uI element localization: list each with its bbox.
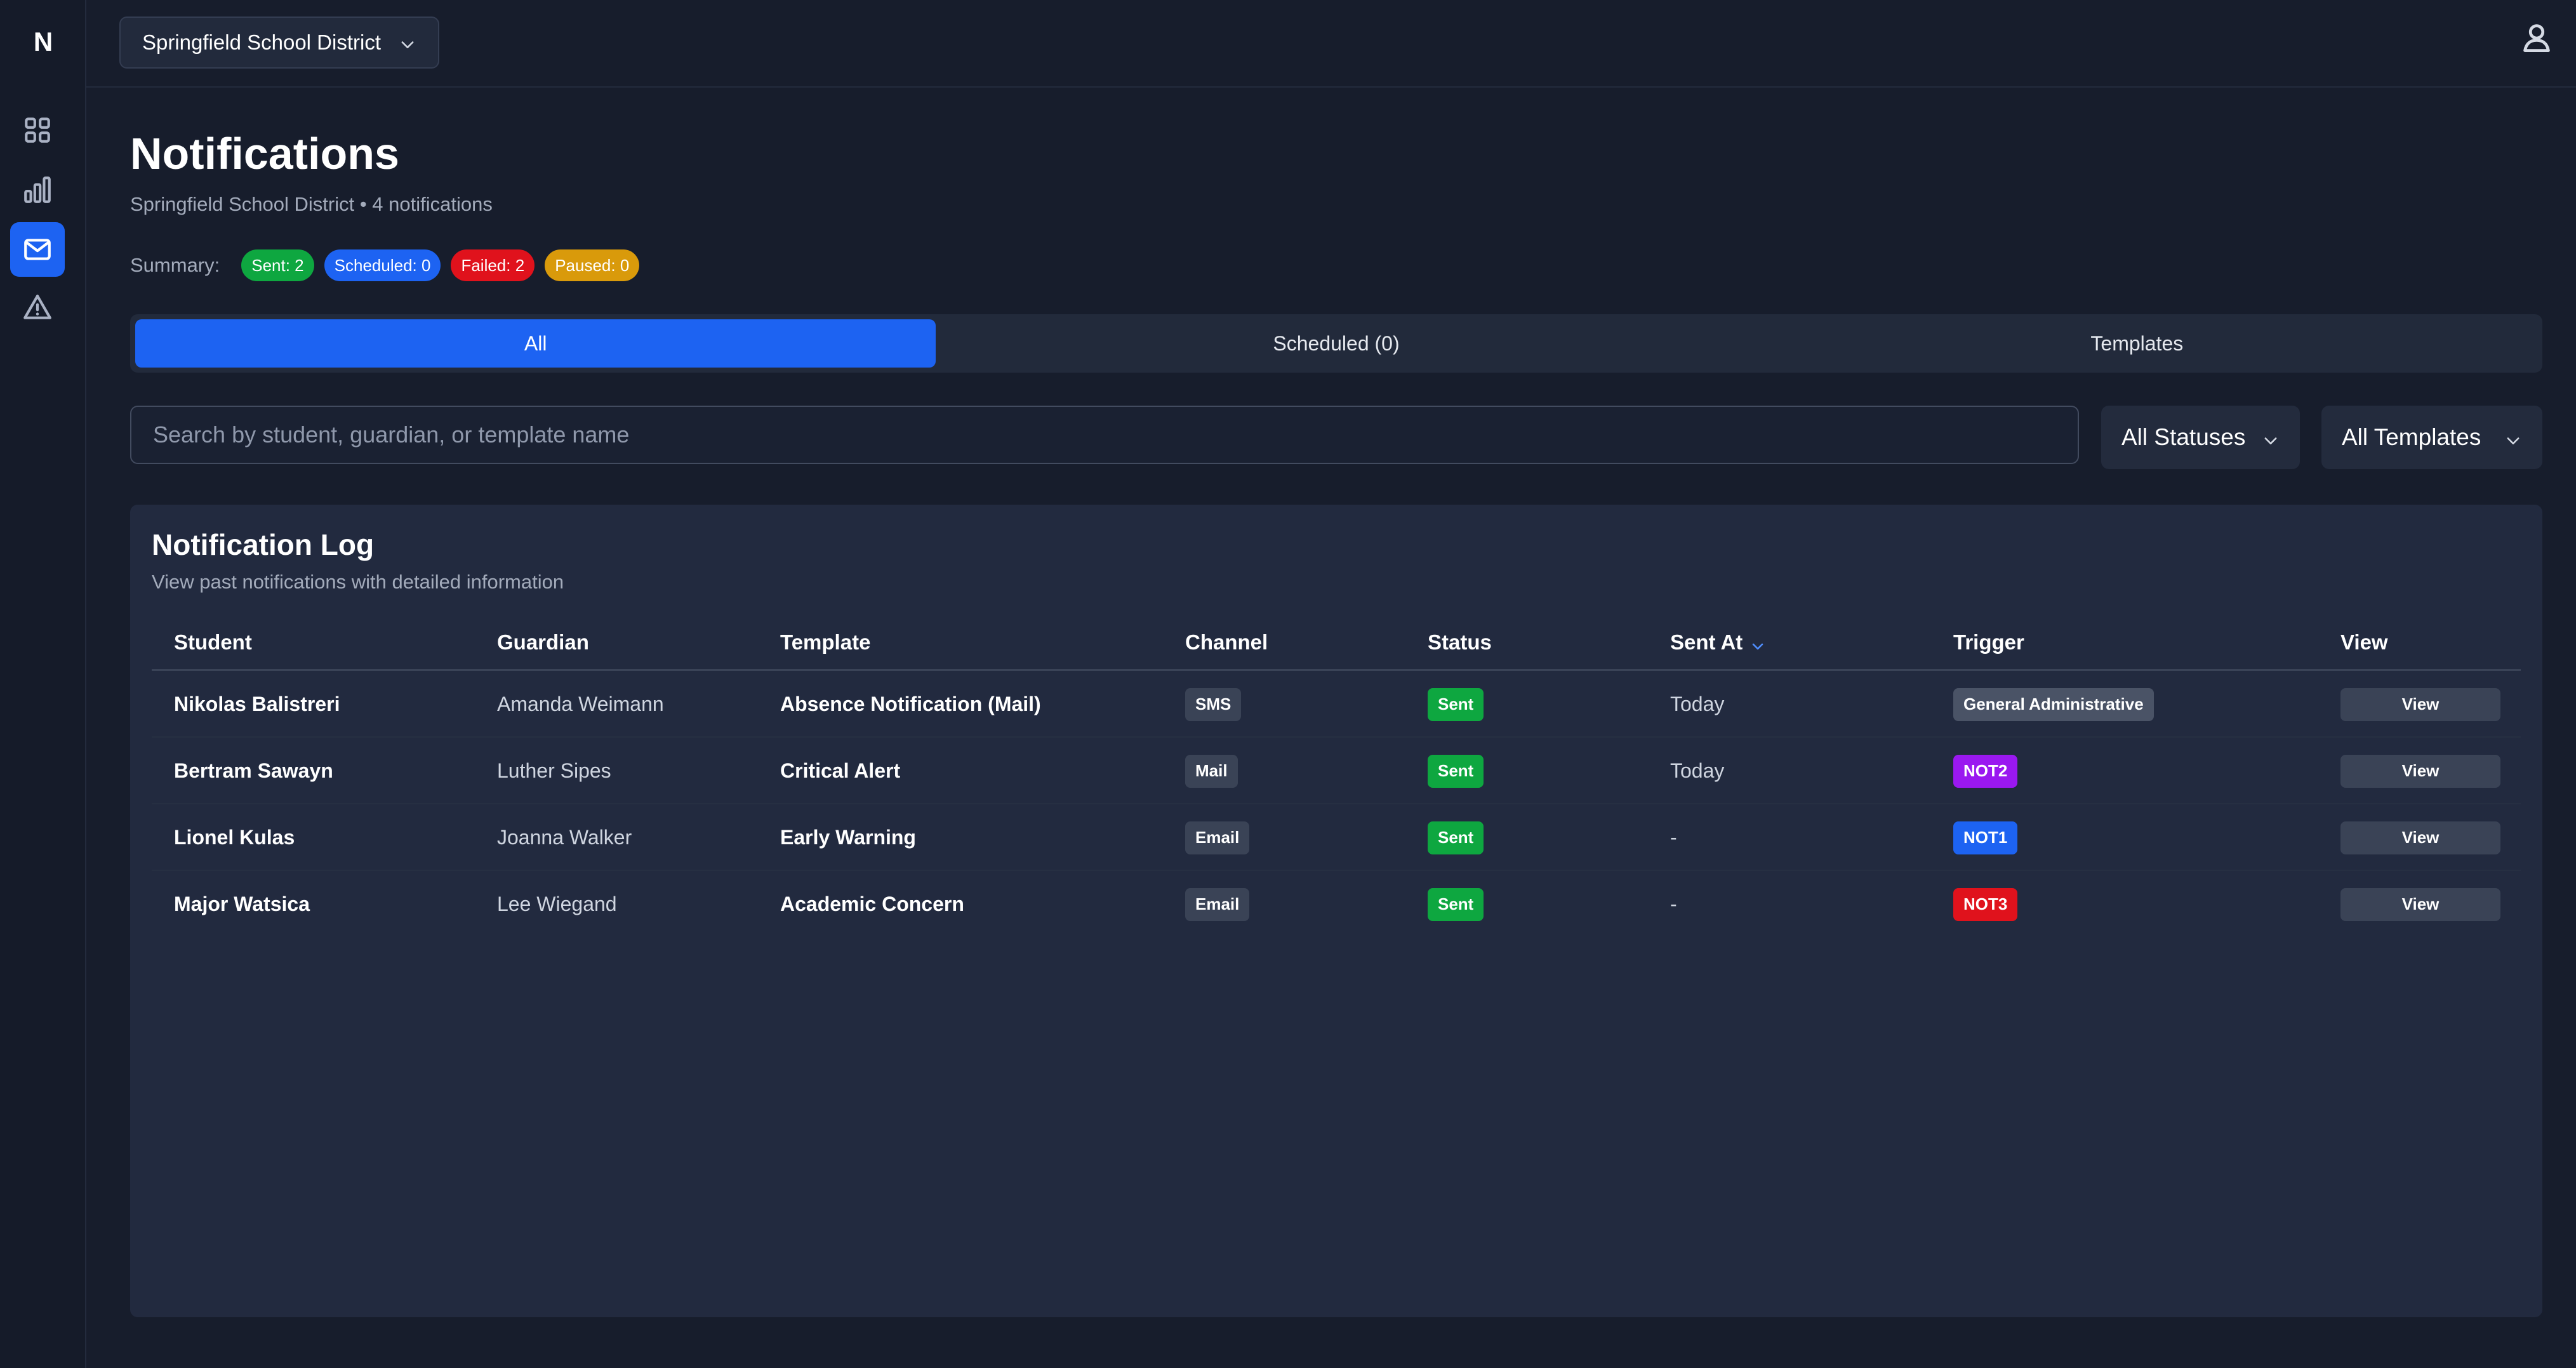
- sidebar-item-analytics[interactable]: [10, 163, 65, 217]
- tab-templates[interactable]: Templates: [2090, 331, 2184, 355]
- column-header-sent-at-label: Sent At: [1670, 630, 1743, 654]
- channel-badge: Email: [1185, 821, 1250, 854]
- channel-badge: Email: [1185, 887, 1250, 921]
- channel-badge: Mail: [1185, 754, 1238, 788]
- district-select-value: Springfield School District: [142, 30, 381, 54]
- cell-guardian: Joanna Walker: [497, 826, 632, 849]
- trigger-badge: NOT1: [1953, 821, 2018, 854]
- column-header-view: View: [2340, 630, 2388, 654]
- grid-icon: [25, 117, 50, 143]
- template-filter-select[interactable]: All Templates: [2321, 406, 2542, 469]
- template-filter-value: All Templates: [2342, 424, 2481, 450]
- column-header-trigger[interactable]: Trigger: [1953, 630, 2024, 654]
- table-header: Student Guardian Template Channel Status…: [152, 613, 2521, 671]
- table-row[interactable]: Bertram Sawayn Luther Sipes Critical Ale…: [152, 738, 2521, 804]
- summary-label: Summary:: [130, 254, 220, 276]
- bar-chart-icon: [24, 176, 51, 203]
- column-header-sent-at[interactable]: Sent At: [1670, 630, 1765, 654]
- column-header-channel[interactable]: Channel: [1185, 630, 1268, 654]
- page-title: Notifications: [130, 129, 399, 178]
- cell-template: Absence Notification (Mail): [780, 693, 1041, 715]
- summary-bar: Summary: Sent: 2 Scheduled: 0 Failed: 2 …: [130, 249, 640, 282]
- trigger-badge: NOT2: [1953, 754, 2018, 788]
- channel-badge: SMS: [1185, 687, 1242, 721]
- table-row[interactable]: Lionel Kulas Joanna Walker Early Warning…: [152, 804, 2521, 871]
- user-icon[interactable]: [2520, 20, 2553, 55]
- cell-guardian: Luther Sipes: [497, 759, 611, 782]
- summary-pill-sent: Sent: 2: [241, 249, 314, 281]
- sort-descending-icon: [1750, 635, 1765, 650]
- view-button[interactable]: View: [2340, 754, 2500, 788]
- summary-pill-failed: Failed: 2: [451, 249, 535, 281]
- notification-log-card: Notification Log View past notifications…: [130, 505, 2542, 1317]
- sidebar-item-alerts[interactable]: [10, 280, 65, 335]
- cell-guardian: Amanda Weimann: [497, 693, 664, 715]
- status-badge: Sent: [1428, 887, 1484, 921]
- column-header-status[interactable]: Status: [1428, 630, 1492, 654]
- status-filter-value: All Statuses: [2121, 424, 2246, 450]
- cell-student: Major Watsica: [174, 893, 310, 915]
- cell-student: Nikolas Balistreri: [174, 693, 340, 715]
- warning-icon: [23, 295, 51, 319]
- app-logo[interactable]: N: [33, 27, 53, 56]
- view-button[interactable]: View: [2340, 821, 2500, 854]
- cell-sent-at: -: [1670, 893, 1677, 915]
- summary-pill-paused: Paused: 0: [545, 249, 640, 281]
- column-header-template[interactable]: Template: [780, 630, 871, 654]
- chevron-down-icon: [2504, 428, 2522, 446]
- card-subtitle: View past notifications with detailed in…: [152, 571, 564, 593]
- cell-template: Critical Alert: [780, 759, 901, 782]
- column-header-guardian[interactable]: Guardian: [497, 630, 589, 654]
- tab-all[interactable]: All: [135, 319, 936, 368]
- district-select[interactable]: Springfield School District: [119, 17, 439, 69]
- cell-student: Lionel Kulas: [174, 826, 295, 849]
- table-row[interactable]: Major Watsica Lee Wiegand Academic Conce…: [152, 871, 2521, 938]
- sidebar-item-dashboard[interactable]: [10, 103, 65, 157]
- search-input[interactable]: [130, 406, 2079, 464]
- cell-sent-at: Today: [1670, 759, 1725, 782]
- sidebar-item-notifications[interactable]: [10, 222, 65, 277]
- trigger-badge: NOT3: [1953, 887, 2018, 921]
- status-filter-select[interactable]: All Statuses: [2101, 406, 2300, 469]
- mail-icon: [24, 239, 51, 260]
- cell-template: Academic Concern: [780, 893, 964, 915]
- view-button[interactable]: View: [2340, 887, 2500, 921]
- tab-scheduled[interactable]: Scheduled (0): [1273, 331, 1400, 355]
- column-header-student[interactable]: Student: [174, 630, 252, 654]
- status-badge: Sent: [1428, 821, 1484, 854]
- view-button[interactable]: View: [2340, 687, 2500, 721]
- cell-template: Early Warning: [780, 826, 916, 849]
- cell-sent-at: -: [1670, 826, 1677, 849]
- trigger-badge: General Administrative: [1953, 687, 2154, 721]
- table-row[interactable]: Nikolas Balistreri Amanda Weimann Absenc…: [152, 671, 2521, 738]
- topbar: Springfield School District: [86, 0, 2576, 88]
- status-badge: Sent: [1428, 687, 1484, 721]
- sidebar: N: [0, 0, 86, 1368]
- cell-student: Bertram Sawayn: [174, 759, 333, 782]
- summary-pill-scheduled: Scheduled: 0: [324, 249, 441, 281]
- status-badge: Sent: [1428, 754, 1484, 788]
- chevron-down-icon: [399, 34, 416, 52]
- cell-guardian: Lee Wiegand: [497, 893, 617, 915]
- page-subtitle: Springfield School District • 4 notifica…: [130, 193, 493, 215]
- card-title: Notification Log: [152, 528, 375, 561]
- tab-bar: All Scheduled (0) Templates: [130, 314, 2542, 373]
- cell-sent-at: Today: [1670, 693, 1725, 715]
- notification-table: Student Guardian Template Channel Status…: [152, 613, 2521, 938]
- chevron-down-icon: [2262, 428, 2280, 446]
